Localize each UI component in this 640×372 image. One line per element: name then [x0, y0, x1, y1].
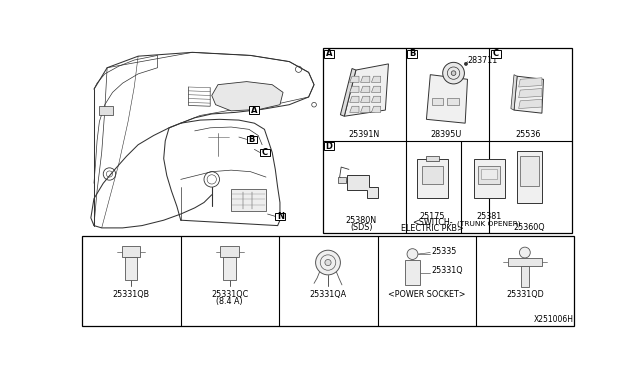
Bar: [521, 266, 529, 287]
Bar: [426, 156, 439, 161]
Text: (SDS): (SDS): [350, 224, 372, 232]
Text: C: C: [493, 49, 499, 58]
Bar: [324, 50, 334, 58]
Polygon shape: [360, 76, 370, 82]
Bar: [338, 177, 346, 183]
Text: 25335: 25335: [431, 247, 456, 256]
Bar: [517, 151, 542, 203]
Polygon shape: [348, 175, 378, 198]
Text: ELECTRIC PKB>: ELECTRIC PKB>: [401, 224, 464, 233]
Polygon shape: [514, 76, 543, 113]
Polygon shape: [518, 89, 542, 98]
Text: 25391N: 25391N: [348, 130, 380, 139]
Bar: [323, 48, 572, 233]
Text: 25331QA: 25331QA: [309, 290, 347, 299]
Bar: [223, 257, 236, 280]
Polygon shape: [212, 81, 283, 111]
Text: 25331QD: 25331QD: [506, 290, 544, 299]
Polygon shape: [349, 106, 359, 112]
Bar: [275, 212, 285, 220]
Bar: [478, 166, 500, 184]
Text: B: B: [248, 135, 255, 144]
Bar: [324, 142, 334, 150]
Bar: [432, 98, 444, 106]
Polygon shape: [417, 159, 448, 198]
Text: 25360Q: 25360Q: [514, 222, 545, 232]
Text: <POWER SOCKET>: <POWER SOCKET>: [388, 290, 465, 299]
Bar: [249, 106, 259, 114]
Polygon shape: [426, 75, 467, 123]
Bar: [481, 169, 497, 179]
Polygon shape: [511, 75, 517, 110]
Polygon shape: [371, 76, 381, 82]
Bar: [246, 135, 257, 143]
Text: (8.4 A): (8.4 A): [216, 297, 243, 306]
Text: A: A: [326, 49, 332, 58]
Polygon shape: [371, 86, 381, 92]
Text: (TRUNK OPENER): (TRUNK OPENER): [458, 220, 521, 227]
Polygon shape: [349, 96, 359, 102]
Text: <SWITCH-: <SWITCH-: [412, 218, 453, 227]
Polygon shape: [344, 64, 388, 116]
Polygon shape: [474, 159, 505, 198]
Text: 283711: 283711: [467, 56, 498, 65]
Bar: [83, 235, 573, 327]
Text: 25331Q: 25331Q: [431, 266, 463, 275]
Polygon shape: [518, 99, 542, 109]
Polygon shape: [371, 106, 381, 112]
Circle shape: [465, 62, 467, 65]
Polygon shape: [360, 96, 370, 102]
Polygon shape: [340, 68, 356, 116]
Text: B: B: [409, 49, 415, 58]
Text: 25380N: 25380N: [346, 217, 377, 225]
Bar: [404, 260, 420, 285]
Polygon shape: [349, 76, 359, 82]
Bar: [422, 166, 444, 184]
Circle shape: [316, 250, 340, 275]
Bar: [520, 156, 539, 186]
Text: 28395U: 28395U: [430, 130, 461, 139]
Bar: [99, 106, 113, 115]
Circle shape: [325, 260, 331, 266]
Polygon shape: [360, 106, 370, 112]
Circle shape: [443, 62, 465, 84]
Text: D: D: [326, 142, 333, 151]
Bar: [231, 189, 266, 211]
Bar: [508, 258, 542, 266]
Text: 25331QB: 25331QB: [113, 290, 150, 299]
Bar: [220, 246, 239, 257]
Bar: [260, 148, 270, 156]
Polygon shape: [360, 86, 370, 92]
Text: 25381: 25381: [477, 212, 502, 221]
Text: N: N: [277, 212, 284, 221]
Polygon shape: [349, 86, 359, 92]
Circle shape: [407, 249, 418, 260]
Circle shape: [451, 71, 456, 76]
Text: 25175: 25175: [420, 212, 445, 221]
Bar: [125, 257, 138, 280]
Text: 25331QC: 25331QC: [211, 290, 248, 299]
Polygon shape: [518, 78, 542, 87]
Circle shape: [520, 247, 531, 258]
Text: X251006H: X251006H: [534, 315, 573, 324]
Text: 25536: 25536: [515, 130, 541, 139]
Text: A: A: [251, 106, 257, 115]
Bar: [122, 246, 140, 257]
Polygon shape: [371, 96, 381, 102]
Bar: [447, 98, 459, 106]
Bar: [407, 50, 417, 58]
Text: C: C: [262, 148, 268, 157]
Bar: [491, 50, 501, 58]
